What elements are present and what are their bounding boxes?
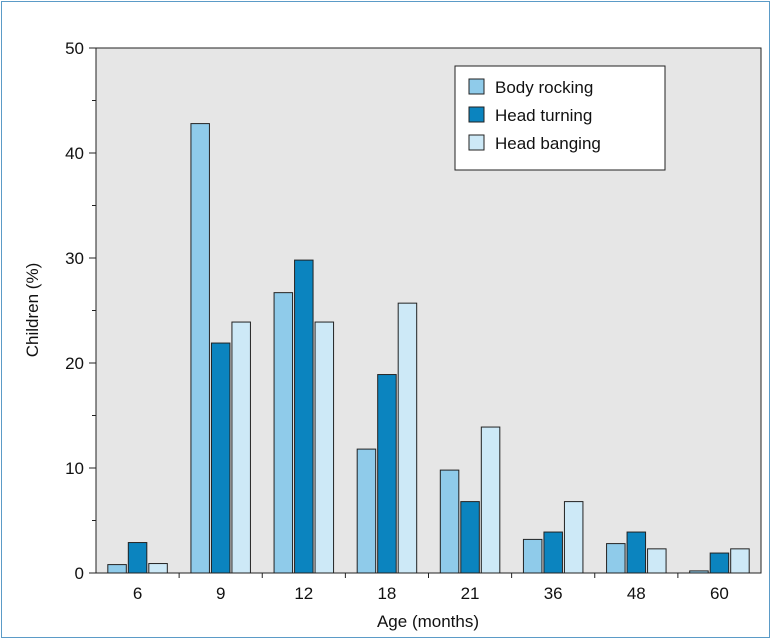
bar	[626, 531, 647, 574]
x-tick-label: 12	[294, 584, 313, 603]
bar	[730, 548, 750, 574]
bar	[190, 123, 210, 574]
y-tick-label: 20	[65, 354, 84, 373]
y-tick-label: 50	[65, 39, 84, 58]
legend-swatch	[468, 78, 485, 95]
legend-swatch	[468, 106, 485, 123]
bar	[647, 548, 667, 574]
y-axis: 0 10 20 30 40 50	[65, 39, 96, 583]
x-tick-label: 48	[627, 584, 646, 603]
legend-label: Head turning	[495, 106, 592, 125]
x-axis: 6 9 12 18 21 36 48 60	[133, 573, 729, 603]
bar	[314, 321, 335, 574]
bar	[689, 570, 709, 574]
x-tick-label: 36	[544, 584, 563, 603]
bar	[273, 292, 294, 574]
bar	[148, 563, 168, 574]
bar	[606, 543, 626, 574]
bar	[127, 542, 148, 574]
bar	[522, 538, 543, 574]
x-tick-label: 60	[710, 584, 729, 603]
x-tick-label: 18	[377, 584, 396, 603]
legend: Body rocking Head turning Head banging	[454, 65, 666, 171]
x-tick-label: 6	[133, 584, 142, 603]
bar	[107, 564, 127, 574]
bar	[377, 374, 397, 574]
x-axis-title: Age (months)	[377, 612, 479, 631]
bar	[397, 302, 418, 574]
bar	[231, 321, 251, 574]
bar	[210, 342, 231, 574]
legend-label: Body rocking	[495, 78, 593, 97]
legend-label: Head banging	[495, 134, 601, 153]
y-tick-label: 40	[65, 144, 84, 163]
x-tick-label: 21	[461, 584, 480, 603]
x-tick-label: 9	[216, 584, 225, 603]
bar	[294, 259, 314, 574]
legend-items: Body rocking Head turning Head banging	[468, 78, 601, 153]
legend-swatch	[468, 134, 485, 151]
bar	[709, 552, 730, 574]
legend-box	[454, 65, 666, 171]
y-tick-label: 10	[65, 459, 84, 478]
bar	[439, 469, 460, 574]
bar	[480, 426, 501, 574]
bar	[543, 531, 563, 574]
y-tick-label: 30	[65, 249, 84, 268]
bar	[356, 448, 377, 574]
bar	[460, 501, 480, 574]
y-axis-title: Children (%)	[23, 263, 42, 357]
bar	[563, 501, 584, 574]
y-tick-label: 0	[75, 564, 84, 583]
bars-group	[107, 123, 750, 574]
